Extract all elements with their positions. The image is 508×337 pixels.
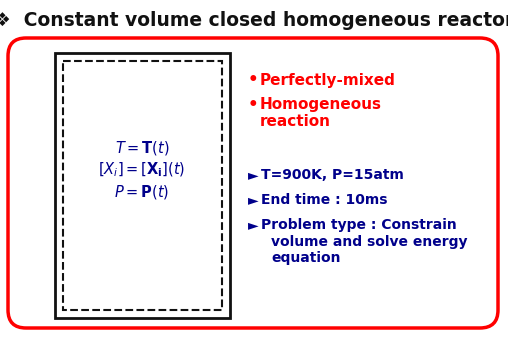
Text: Homogeneous: Homogeneous — [260, 97, 382, 113]
Text: reaction: reaction — [260, 115, 331, 129]
Text: ►: ► — [248, 218, 259, 232]
Text: T=900K, P=15atm: T=900K, P=15atm — [261, 168, 404, 182]
Text: equation: equation — [271, 251, 340, 265]
Text: volume and solve energy: volume and solve energy — [271, 235, 467, 249]
Text: ►: ► — [248, 168, 259, 182]
Text: $[X_i] = [\mathbf{X_i}](t)$: $[X_i] = [\mathbf{X_i}](t)$ — [99, 161, 185, 179]
Text: ❖  Constant volume closed homogeneous reactor: ❖ Constant volume closed homogeneous rea… — [0, 10, 508, 30]
Text: End time : 10ms: End time : 10ms — [261, 193, 388, 207]
Text: •: • — [248, 71, 259, 89]
Text: $T = \mathbf{T}(t)$: $T = \mathbf{T}(t)$ — [115, 139, 169, 157]
Text: Perfectly-mixed: Perfectly-mixed — [260, 72, 396, 88]
FancyBboxPatch shape — [8, 38, 498, 328]
Text: ►: ► — [248, 193, 259, 207]
Text: Problem type : Constrain: Problem type : Constrain — [261, 218, 457, 232]
Bar — [63, 61, 222, 310]
Bar — [55, 53, 230, 318]
Text: $P = \mathbf{P}(t)$: $P = \mathbf{P}(t)$ — [114, 183, 170, 201]
Text: •: • — [248, 96, 259, 114]
